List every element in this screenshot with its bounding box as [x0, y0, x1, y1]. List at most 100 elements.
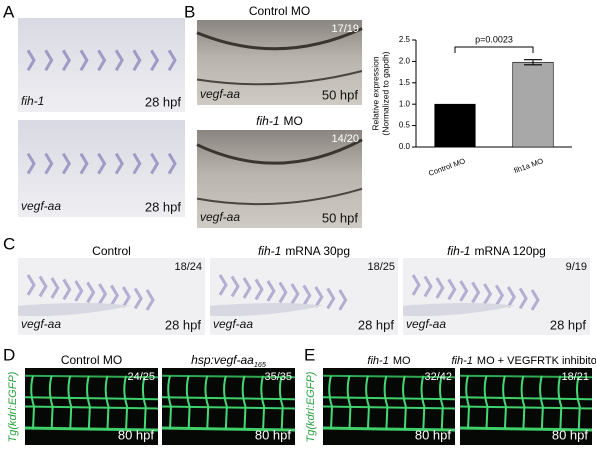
stage-label: 28 hpf	[145, 94, 182, 109]
image-title: fih-1 MO	[256, 114, 303, 128]
micrograph	[18, 18, 185, 112]
somite	[86, 281, 96, 304]
tissue	[196, 138, 363, 165]
vessel	[161, 426, 296, 432]
stage-label: 80 hpf	[255, 427, 292, 442]
somite	[423, 275, 433, 298]
vessel	[278, 375, 284, 430]
vessel	[123, 375, 129, 430]
vessel	[24, 405, 159, 410]
embryo-count: 32/42	[424, 371, 452, 383]
somite	[97, 152, 107, 175]
micrograph	[196, 130, 363, 228]
stage-label: 50 hpf	[322, 210, 359, 225]
somite	[98, 283, 108, 305]
embryo-count: 24/25	[127, 371, 155, 383]
stage-label: 28 hpf	[145, 199, 182, 214]
vessel	[24, 374, 159, 379]
somite	[74, 280, 84, 302]
x-tick-label: fih1a MO	[513, 156, 545, 175]
image-bg	[210, 258, 398, 335]
stage-label: 50 hpf	[322, 87, 359, 102]
vessel	[67, 375, 73, 430]
somite	[447, 278, 457, 301]
gene-label: vegf-aa	[21, 317, 61, 331]
x-tick-label: Control MO	[427, 156, 466, 178]
error-bar	[524, 59, 542, 66]
image-title: Control	[92, 244, 131, 258]
somite	[121, 286, 131, 308]
somite	[483, 283, 493, 305]
y-tick-label: 0.0	[399, 142, 411, 151]
somite	[518, 287, 528, 310]
gene-label: vegf-aa	[213, 317, 253, 331]
micrograph	[24, 368, 159, 445]
image-bg	[197, 20, 362, 105]
micrograph	[403, 258, 590, 335]
gene-label: vegf-aa	[200, 210, 240, 224]
y-tick-label: 1.5	[399, 78, 411, 87]
somite	[338, 289, 348, 311]
vessel	[24, 396, 159, 401]
yolk	[18, 303, 131, 317]
yolk	[403, 303, 516, 317]
somite	[61, 49, 72, 72]
somite	[506, 286, 516, 308]
gene-label: fih-1	[21, 94, 44, 108]
vessel	[520, 375, 526, 430]
gene-label: vegf-aa	[406, 317, 446, 331]
vessel	[48, 375, 54, 430]
stage-label: 80 hpf	[118, 427, 155, 442]
y-tick-label: 0.5	[399, 121, 411, 130]
somite	[167, 49, 177, 72]
somite	[133, 287, 143, 310]
somite	[26, 274, 36, 296]
somite	[314, 286, 324, 308]
vessel	[322, 426, 456, 432]
somite	[132, 49, 142, 72]
vessel	[223, 375, 228, 430]
vessel	[185, 375, 191, 430]
title-text: MO	[284, 114, 303, 128]
image-bg	[18, 258, 205, 335]
title-text: mRNA 30pg	[285, 244, 350, 258]
image-title: fih-1 mRNA 30pg	[258, 244, 350, 258]
vessel	[483, 375, 489, 430]
title-gene: fih-1	[447, 244, 470, 258]
title-text: Control MO	[249, 4, 310, 18]
somite	[302, 284, 312, 307]
somite	[26, 152, 36, 175]
somite	[230, 275, 240, 298]
somite	[79, 49, 89, 72]
somite	[150, 152, 160, 175]
title-text: MO + VEGFRTK inhibitor	[477, 355, 596, 367]
somite	[218, 274, 228, 296]
vessel	[167, 375, 173, 430]
somite	[62, 278, 72, 301]
title-gene: hsp:vegf-aa	[191, 353, 254, 367]
somite	[26, 49, 36, 72]
somite	[150, 49, 160, 72]
somite	[50, 277, 60, 299]
micrograph	[161, 368, 296, 445]
y-tick-label: 2.5	[399, 35, 411, 44]
image-title: fih-1 MO	[367, 355, 411, 367]
stage-label: 80 hpf	[552, 427, 589, 442]
vessel	[24, 426, 159, 432]
stage-label: 80 hpf	[415, 427, 452, 442]
vessel	[260, 375, 266, 430]
somite	[278, 281, 288, 304]
somite	[266, 280, 276, 302]
image-title: Control MO	[249, 4, 310, 18]
embryo-count: 18/24	[174, 261, 202, 273]
gene-label: vegf-aa	[200, 87, 240, 101]
title-text: Control MO	[61, 353, 122, 367]
vessel	[459, 374, 593, 379]
vessel	[141, 375, 147, 430]
gene-label: vegf-aa	[21, 199, 61, 213]
stage-label: 28 hpf	[358, 317, 395, 332]
stage-label: 28 hpf	[165, 317, 202, 332]
somite	[114, 49, 124, 72]
somite	[145, 289, 155, 311]
somite	[530, 289, 540, 311]
